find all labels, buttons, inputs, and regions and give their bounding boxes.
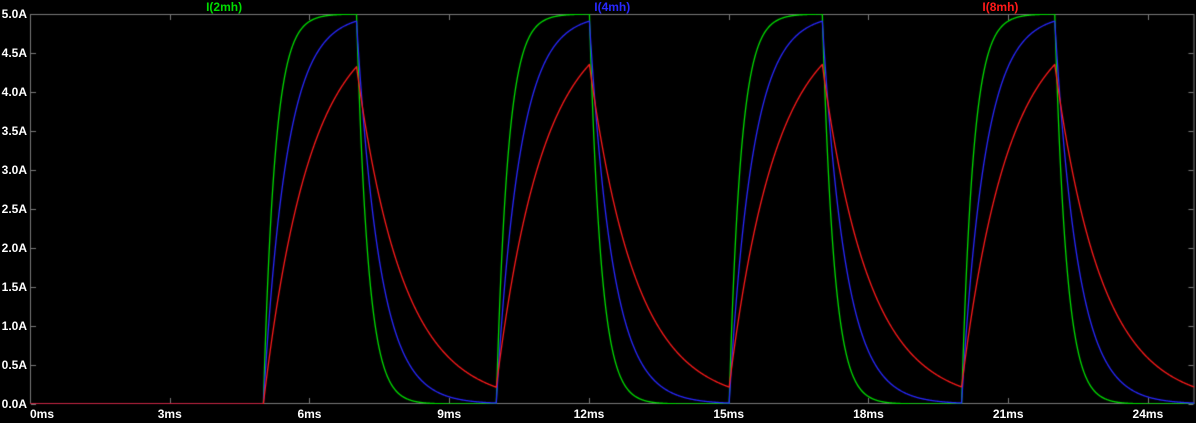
legend-trace-I(8mh)[interactable]: I(8mh) <box>982 0 1019 14</box>
legend-trace-I(2mh)[interactable]: I(2mh) <box>206 0 243 14</box>
legend-trace-I(4mh)[interactable]: I(4mh) <box>594 0 631 14</box>
